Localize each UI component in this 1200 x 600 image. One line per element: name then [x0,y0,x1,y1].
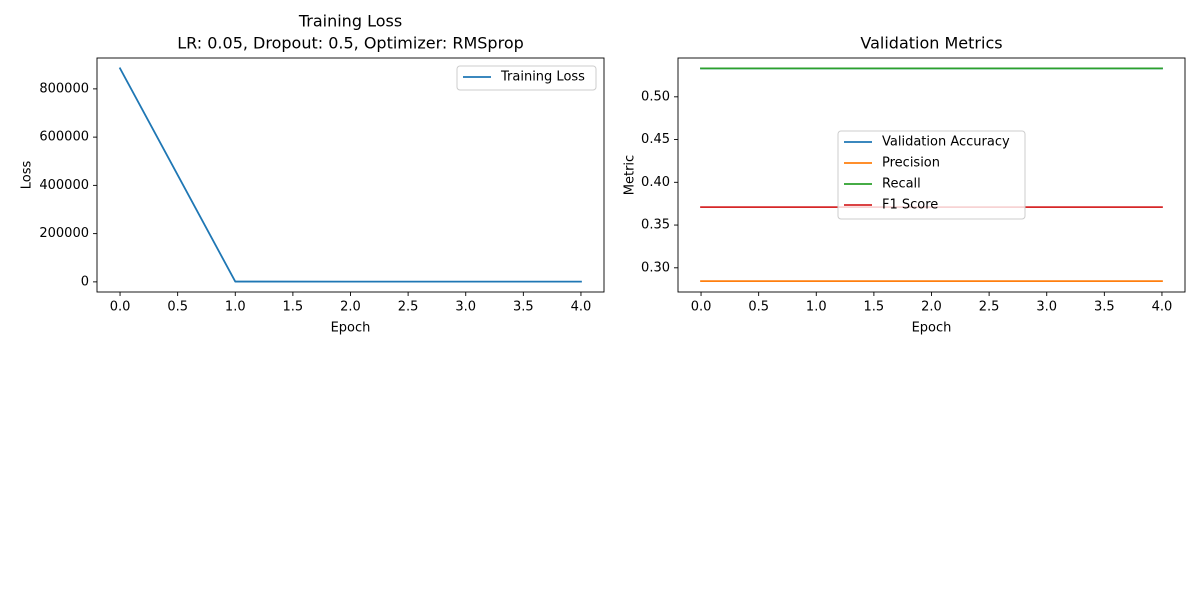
x-tick-label: 3.0 [455,300,476,315]
x-tick-label: 2.5 [979,300,1000,315]
legend: Training Loss [456,65,597,91]
legend-box [837,130,1026,220]
chart-subtitle: LR: 0.05, Dropout: 0.5, Optimizer: RMSpr… [177,34,524,53]
x-tick-label: 0.0 [110,300,131,315]
y-tick-label: 0.35 [641,218,670,233]
x-tick-label: 1.0 [225,300,246,315]
chart-title: Validation Metrics [860,34,1002,53]
x-tick-label: 4.0 [571,300,592,315]
chart-title: Training Loss [298,12,402,31]
legend-entry: Validation Accuracy [882,135,1010,150]
x-tick-label: 4.0 [1152,300,1173,315]
y-tick-label: 0.30 [641,260,670,275]
y-tick-label: 800000 [39,81,89,96]
y-tick-label: 0.40 [641,175,670,190]
x-tick-label: 0.5 [748,300,769,315]
x-tick-label: 2.5 [398,300,419,315]
x-tick-label: 2.0 [340,300,361,315]
y-axis-label: Metric [623,155,638,195]
legend-entry: Recall [882,177,921,192]
x-tick-label: 3.0 [1036,300,1057,315]
chart-validation-metrics: Validation Metrics 0.0 0.5 1.0 1.5 2.0 2.5 3.0 3… [623,34,1186,336]
x-axis-label: Epoch [331,321,371,336]
y-tick-label: 600000 [39,130,89,145]
y-tick-label: 200000 [39,226,89,241]
x-tick-label: 0.0 [691,300,712,315]
y-axis-label: Loss [20,161,35,190]
x-tick-label: 1.0 [806,300,827,315]
legend-entry: Training Loss [500,70,585,85]
y-tick-label: 400000 [39,178,89,193]
legend-entry: F1 Score [882,198,938,213]
x-tick-label: 0.5 [167,300,188,315]
legend-box [456,65,597,91]
x-tick-label: 1.5 [864,300,885,315]
chart-training-loss: Training Loss LR: 0.05, Dropout: 0.5, Opt… [20,12,605,336]
series-line-training-loss [118,67,582,283]
y-tick-label: 0.45 [641,132,670,147]
y-tick-label: 0 [81,274,89,289]
x-axis-label: Epoch [912,321,952,336]
series-group [118,67,582,283]
x-tick-label: 3.5 [1094,300,1115,315]
legend-entry: Precision [882,156,940,171]
x-tick-label: 1.5 [283,300,304,315]
x-tick-label: 3.5 [513,300,534,315]
x-tick-label: 2.0 [921,300,942,315]
legend: Validation Accuracy Precision Recall F1 Sco… [837,130,1026,220]
y-tick-label: 0.50 [641,89,670,104]
